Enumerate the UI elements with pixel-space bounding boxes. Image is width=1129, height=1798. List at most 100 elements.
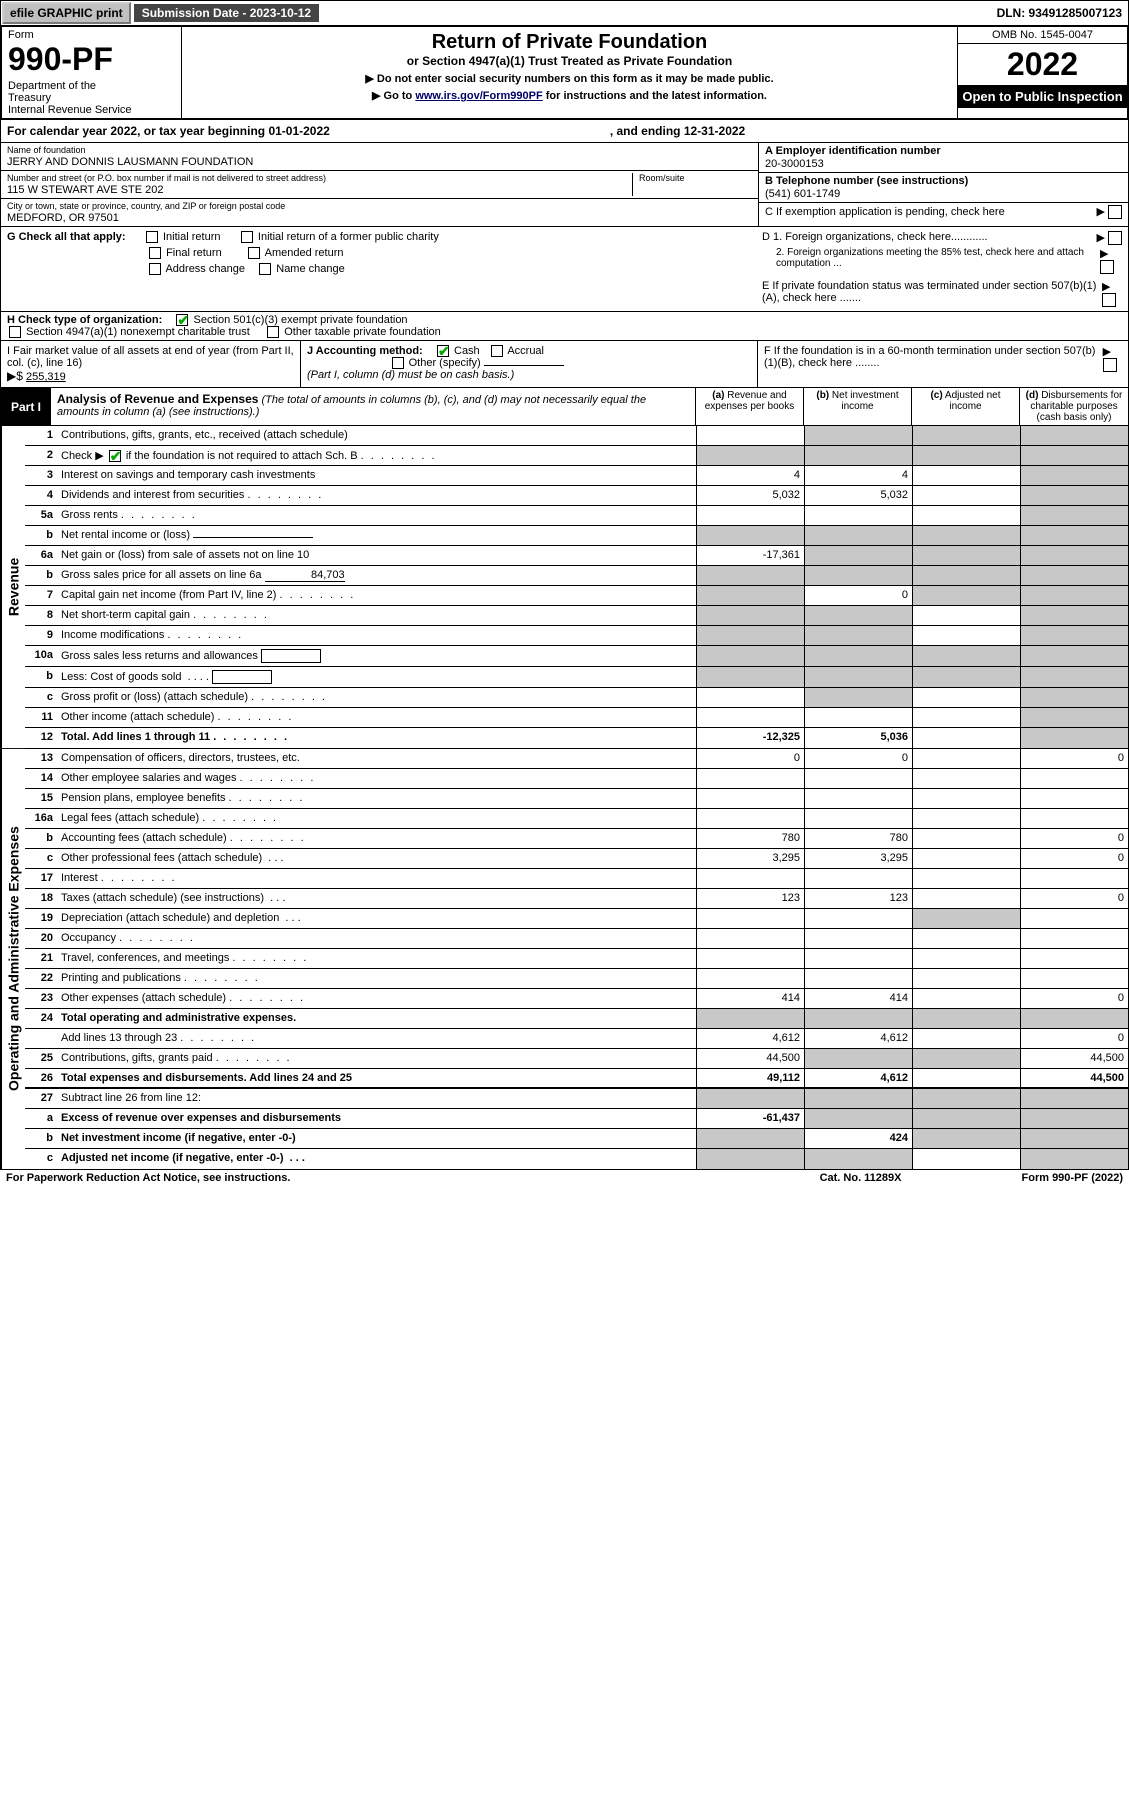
ein: 20-3000153 bbox=[765, 158, 1122, 170]
form-subtitle: or Section 4947(a)(1) Trust Treated as P… bbox=[186, 54, 953, 68]
submission-date: Submission Date - 2023-10-12 bbox=[134, 4, 319, 22]
row-7: Capital gain net income (from Part IV, l… bbox=[57, 586, 696, 605]
foundation-name: JERRY AND DONNIS LAUSMANN FOUNDATION bbox=[7, 156, 752, 168]
omb-number: OMB No. 1545-0047 bbox=[958, 27, 1127, 44]
j-note: (Part I, column (d) must be on cash basi… bbox=[307, 369, 514, 381]
info-grid: Name of foundation JERRY AND DONNIS LAUS… bbox=[0, 143, 1129, 227]
row-5a: Gross rents bbox=[57, 506, 696, 525]
chk-addr-change[interactable] bbox=[149, 263, 161, 275]
row-26: Total expenses and disbursements. Add li… bbox=[57, 1069, 696, 1087]
form-header: Form 990-PF Department of theTreasuryInt… bbox=[0, 26, 1129, 120]
form-number: 990-PF bbox=[8, 41, 175, 78]
e-text: E If private foundation status was termi… bbox=[762, 280, 1102, 307]
row-10b: Less: Cost of goods sold . . . . bbox=[57, 667, 696, 687]
part1-title: Analysis of Revenue and Expenses bbox=[57, 392, 258, 406]
row-4: Dividends and interest from securities bbox=[57, 486, 696, 505]
room-label: Room/suite bbox=[639, 173, 752, 183]
chk-accrual[interactable] bbox=[491, 345, 503, 357]
i-label: I Fair market value of all assets at end… bbox=[7, 345, 294, 369]
chk-other-method[interactable] bbox=[392, 357, 404, 369]
open-public: Open to Public Inspection bbox=[958, 85, 1127, 108]
row-27: Subtract line 26 from line 12: bbox=[57, 1089, 696, 1108]
row-21: Travel, conferences, and meetings bbox=[57, 949, 696, 968]
chk-4947[interactable] bbox=[9, 326, 21, 338]
row-2: Check ▶ if the foundation is not require… bbox=[57, 446, 696, 465]
row-1: Contributions, gifts, grants, etc., rece… bbox=[57, 426, 696, 445]
row-8: Net short-term capital gain bbox=[57, 606, 696, 625]
row-16a: Legal fees (attach schedule) bbox=[57, 809, 696, 828]
section-g: G Check all that apply: Initial return I… bbox=[0, 227, 1129, 312]
row-12: Total. Add lines 1 through 11 bbox=[57, 728, 696, 748]
row-19: Depreciation (attach schedule) and deple… bbox=[57, 909, 696, 928]
section-h: H Check type of organization: Section 50… bbox=[0, 312, 1129, 341]
f-checkbox[interactable] bbox=[1103, 358, 1117, 372]
topbar: efile GRAPHIC print Submission Date - 20… bbox=[0, 0, 1129, 26]
chk-initial[interactable] bbox=[146, 231, 158, 243]
row-27c: Adjusted net income (if negative, enter … bbox=[57, 1149, 696, 1169]
part1-label: Part I bbox=[1, 388, 51, 425]
dept-treasury: Department of theTreasuryInternal Revenu… bbox=[8, 80, 175, 116]
d1-checkbox[interactable] bbox=[1108, 231, 1122, 245]
opex-section: Operating and Administrative Expenses 13… bbox=[0, 749, 1129, 1170]
street-address: 115 W STEWART AVE STE 202 bbox=[7, 184, 632, 196]
d2-checkbox[interactable] bbox=[1100, 260, 1114, 274]
chk-cash[interactable] bbox=[437, 345, 449, 357]
e-checkbox[interactable] bbox=[1102, 293, 1116, 307]
h-label: H Check type of organization: bbox=[7, 314, 162, 326]
row-20: Occupancy bbox=[57, 929, 696, 948]
row-13: Compensation of officers, directors, tru… bbox=[57, 749, 696, 768]
footer-catno: Cat. No. 11289X bbox=[820, 1172, 902, 1184]
row-27b: Net investment income (if negative, ente… bbox=[57, 1129, 696, 1148]
row-6a: Net gain or (loss) from sale of assets n… bbox=[57, 546, 696, 565]
row-10c: Gross profit or (loss) (attach schedule) bbox=[57, 688, 696, 707]
f-text: F If the foundation is in a 60-month ter… bbox=[764, 345, 1103, 383]
row-16b: Accounting fees (attach schedule) bbox=[57, 829, 696, 848]
j-label: J Accounting method: bbox=[307, 345, 423, 357]
chk-final[interactable] bbox=[149, 247, 161, 259]
row-24: Total operating and administrative expen… bbox=[57, 1009, 696, 1028]
row-15: Pension plans, employee benefits bbox=[57, 789, 696, 808]
row-5b: Net rental income or (loss) bbox=[57, 526, 696, 545]
chk-schb[interactable] bbox=[109, 450, 121, 462]
revenue-side-label: Revenue bbox=[1, 426, 25, 748]
row-27a: Excess of revenue over expenses and disb… bbox=[57, 1109, 696, 1128]
row-6b: Gross sales price for all assets on line… bbox=[57, 566, 696, 585]
form-title: Return of Private Foundation bbox=[186, 31, 953, 54]
row-ijf: I Fair market value of all assets at end… bbox=[0, 341, 1129, 388]
tel-label: B Telephone number (see instructions) bbox=[765, 175, 1122, 187]
dln: DLN: 93491285007123 bbox=[997, 6, 1128, 20]
row-3: Interest on savings and temporary cash i… bbox=[57, 466, 696, 485]
row-9: Income modifications bbox=[57, 626, 696, 645]
chk-name-change[interactable] bbox=[259, 263, 271, 275]
chk-other-taxable[interactable] bbox=[267, 326, 279, 338]
form-link[interactable]: www.irs.gov/Form990PF bbox=[415, 90, 542, 102]
row-17: Interest bbox=[57, 869, 696, 888]
row-18: Taxes (attach schedule) (see instruction… bbox=[57, 889, 696, 908]
row-14: Other employee salaries and wages bbox=[57, 769, 696, 788]
c-exemption-text: C If exemption application is pending, c… bbox=[765, 206, 1005, 218]
row-16c: Other professional fees (attach schedule… bbox=[57, 849, 696, 868]
row-24b: Add lines 13 through 23 bbox=[57, 1029, 696, 1048]
g-label: G Check all that apply: bbox=[7, 231, 126, 243]
fmv-value: 255,319 bbox=[26, 371, 66, 383]
instr-ssn: ▶ Do not enter social security numbers o… bbox=[186, 72, 953, 85]
c-checkbox[interactable] bbox=[1108, 205, 1122, 219]
efile-graphic-btn[interactable]: efile GRAPHIC print bbox=[2, 2, 131, 24]
chk-501c3[interactable] bbox=[176, 314, 188, 326]
col-b-head: Net investment income bbox=[832, 390, 899, 412]
col-c-head: Adjusted net income bbox=[945, 390, 1001, 412]
form-label: Form bbox=[8, 29, 175, 41]
chk-amended[interactable] bbox=[248, 247, 260, 259]
d1-text: D 1. Foreign organizations, check here..… bbox=[762, 231, 988, 245]
row-22: Printing and publications bbox=[57, 969, 696, 988]
city-label: City or town, state or province, country… bbox=[7, 201, 752, 211]
footer-right: Form 990-PF (2022) bbox=[1022, 1172, 1124, 1184]
footer: For Paperwork Reduction Act Notice, see … bbox=[0, 1170, 1129, 1186]
d2-text: 2. Foreign organizations meeting the 85%… bbox=[762, 247, 1100, 274]
footer-left: For Paperwork Reduction Act Notice, see … bbox=[6, 1172, 290, 1184]
name-label: Name of foundation bbox=[7, 145, 752, 155]
row-10a: Gross sales less returns and allowances bbox=[57, 646, 696, 666]
addr-label: Number and street (or P.O. box number if… bbox=[7, 173, 632, 183]
chk-initial-former[interactable] bbox=[241, 231, 253, 243]
instr-goto: ▶ Go to www.irs.gov/Form990PF for instru… bbox=[186, 89, 953, 102]
